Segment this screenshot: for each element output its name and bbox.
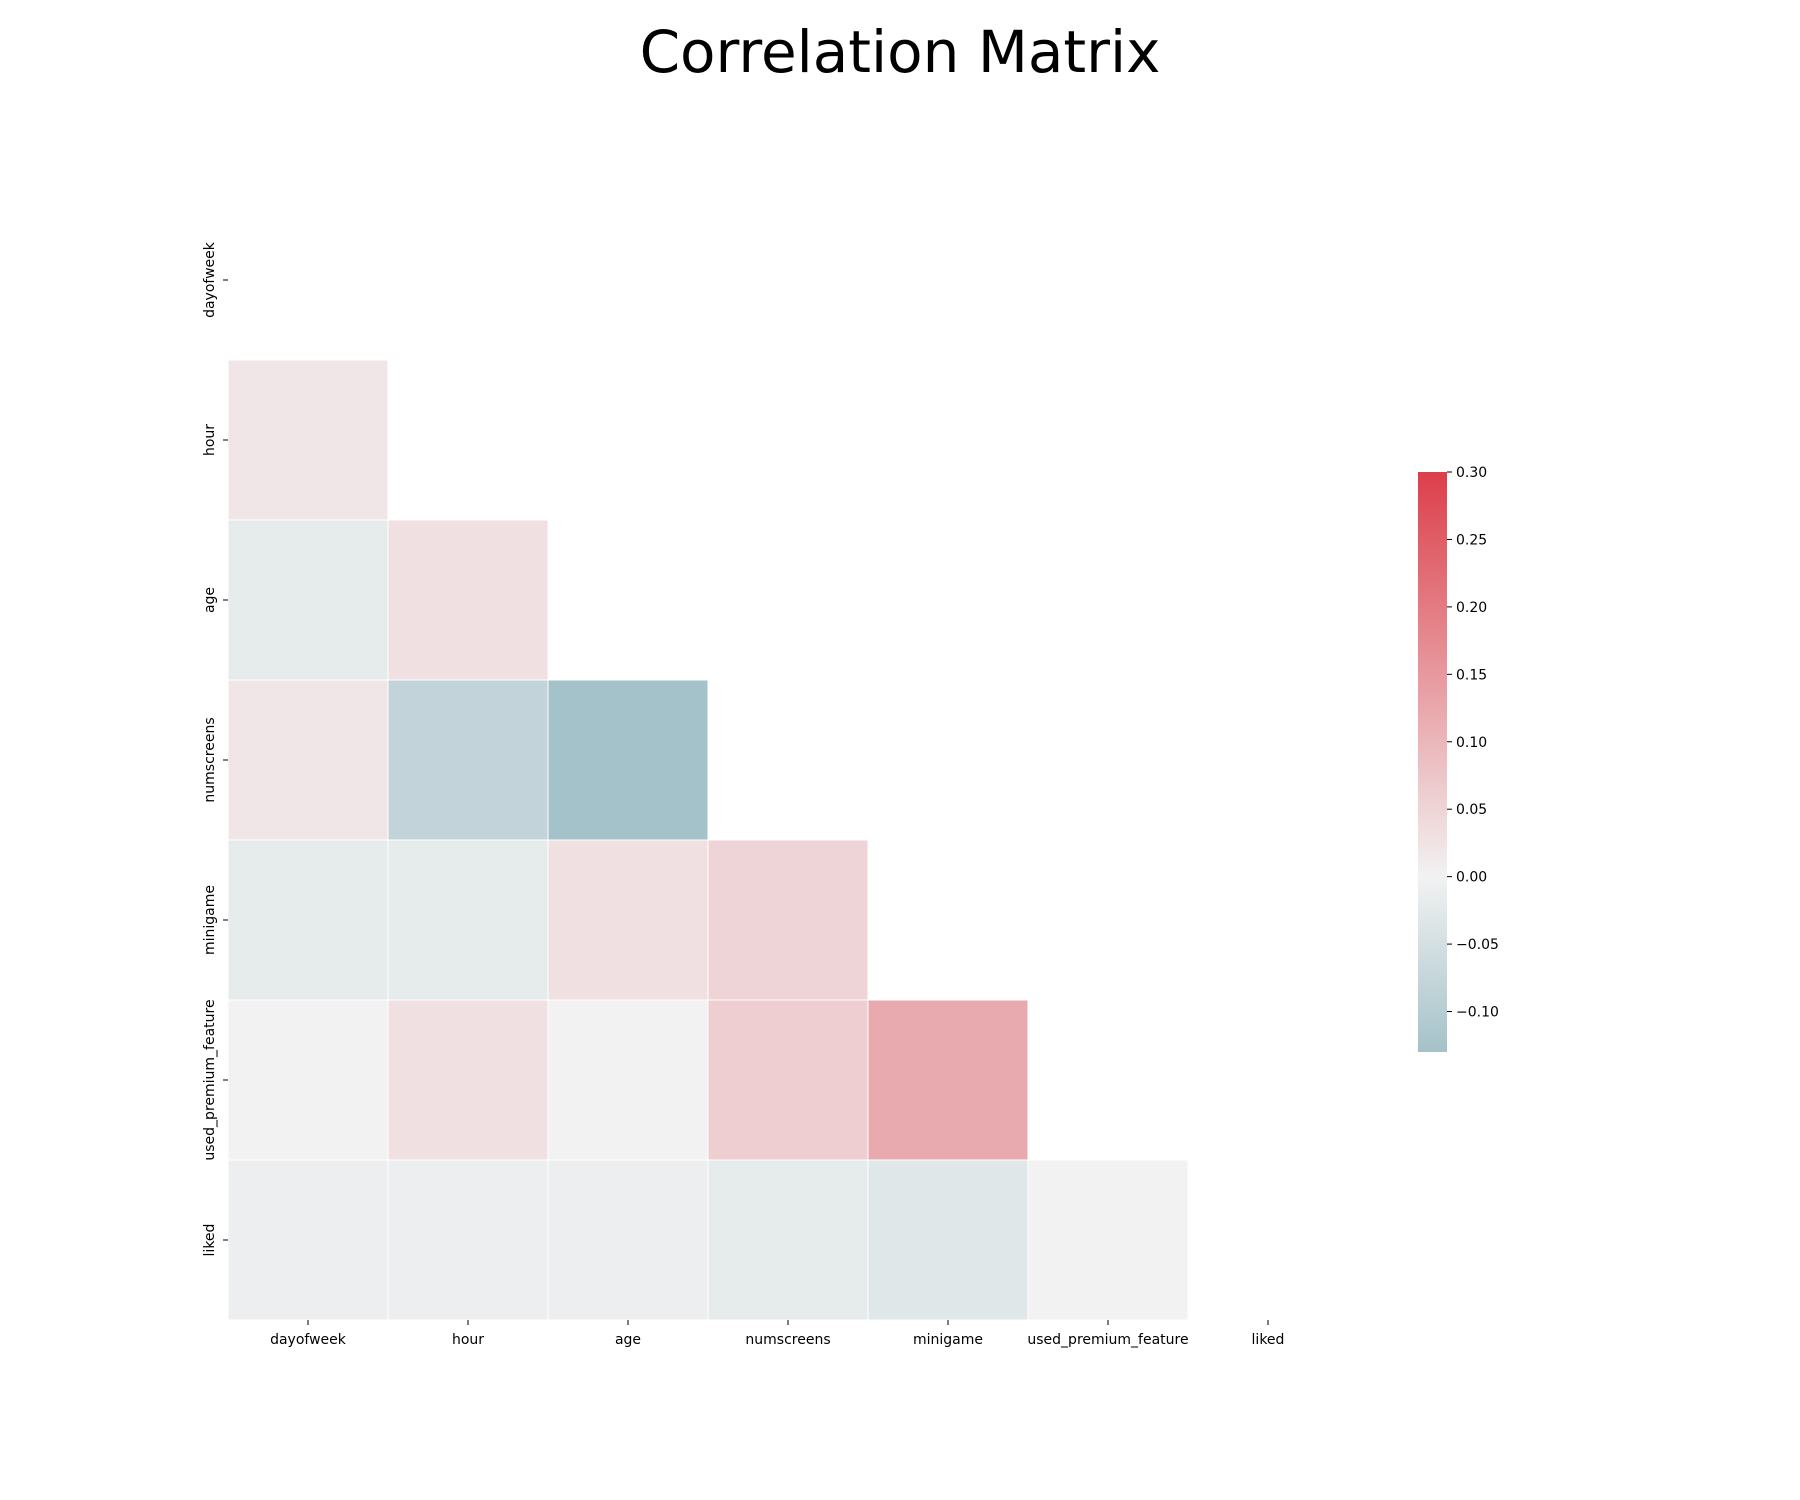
colorbar-tick-label: 0.25 [1456,532,1487,548]
colorbar-tick-label: 0.10 [1456,735,1487,751]
colorbar-tick-label: 0.00 [1456,870,1487,886]
x-tick-label: age [615,1332,641,1348]
x-tick-label: hour [452,1332,484,1348]
heatmap-cell-used_premium_feature-age [547,999,709,1161]
heatmap-cell-minigame-age [547,839,709,1001]
x-tick-label: used_premium_feature [1027,1332,1188,1348]
colorbar-tick-label: 0.15 [1456,667,1487,683]
heatmap-cell-used_premium_feature-dayofweek [227,999,389,1161]
heatmap-cell-numscreens-hour [387,679,549,841]
heatmap-cell-minigame-numscreens [707,839,869,1001]
colorbar-gradient [1418,472,1447,1052]
x-tick-label: liked [1252,1332,1285,1348]
heatmap-cells [227,359,1189,1321]
x-axis-ticks: dayofweek hour age numscreens minigame used_p… [270,1320,1284,1348]
heatmap-cell-liked-dayofweek [227,1159,389,1321]
heatmap-cell-liked-minigame [867,1159,1029,1321]
colorbar-tick-label: 0.30 [1456,465,1487,481]
heatmap-cell-hour-dayofweek [227,359,389,521]
y-axis-ticks: dayofweek hour age numscreens minigame used_p… [202,241,228,1256]
heatmap-cell-age-hour [387,519,549,681]
colorbar-tick-label: 0.05 [1456,802,1487,818]
colorbar-tick-label: 0.20 [1456,600,1487,616]
heatmap-cell-used_premium_feature-minigame [867,999,1029,1161]
heatmap-cell-liked-age [547,1159,709,1321]
y-tick-label: dayofweek [202,241,218,318]
chart-title: Correlation Matrix [640,18,1161,86]
colorbar: 0.30 0.25 0.20 0.15 0.10 0.05 0.00 −0.05 −0.10 [1418,465,1499,1052]
heatmap-cell-liked-numscreens [707,1159,869,1321]
x-tick-label: numscreens [745,1332,830,1348]
heatmap-cell-age-dayofweek [227,519,389,681]
y-tick-label: age [202,587,218,613]
y-tick-label: liked [202,1224,218,1257]
heatmap-cell-used_premium_feature-hour [387,999,549,1161]
y-tick-label: hour [202,424,218,456]
heatmap-cell-minigame-dayofweek [227,839,389,1001]
heatmap-cell-minigame-hour [387,839,549,1001]
x-tick-label: minigame [913,1332,983,1348]
y-tick-label: used_premium_feature [202,999,218,1160]
heatmap-cell-liked-hour [387,1159,549,1321]
y-tick-label: numscreens [202,717,218,802]
colorbar-ticks: 0.30 0.25 0.20 0.15 0.10 0.05 0.00 −0.05 −0.10 [1447,465,1499,1021]
y-tick-label: minigame [202,885,218,955]
heatmap-cell-numscreens-dayofweek [227,679,389,841]
heatmap-cell-used_premium_feature-numscreens [707,999,869,1161]
heatmap-cell-liked-used_premium_feature [1027,1159,1189,1321]
x-tick-label: dayofweek [270,1332,347,1348]
colorbar-tick-label: −0.05 [1456,937,1499,953]
colorbar-tick-label: −0.10 [1456,1005,1499,1021]
heatmap-cell-numscreens-age [547,679,709,841]
